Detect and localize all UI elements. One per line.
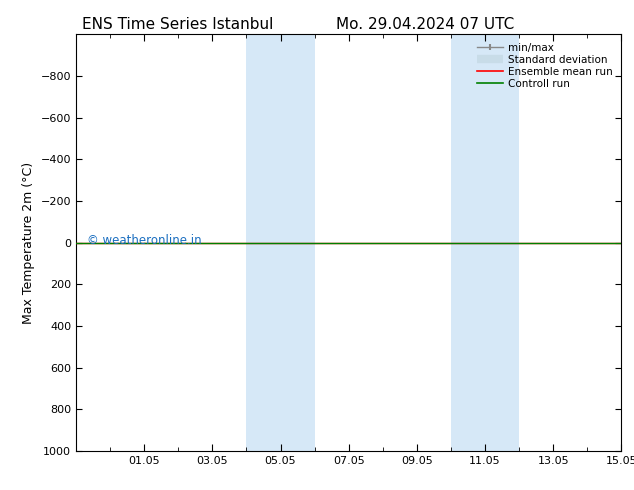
Bar bbox=[247, 34, 314, 451]
Bar bbox=[451, 34, 519, 451]
Y-axis label: Max Temperature 2m (°C): Max Temperature 2m (°C) bbox=[22, 162, 35, 323]
Text: ENS Time Series Istanbul: ENS Time Series Istanbul bbox=[82, 17, 273, 32]
Text: © weatheronline.in: © weatheronline.in bbox=[87, 234, 202, 247]
Legend: min/max, Standard deviation, Ensemble mean run, Controll run: min/max, Standard deviation, Ensemble me… bbox=[474, 40, 616, 92]
Text: Mo. 29.04.2024 07 UTC: Mo. 29.04.2024 07 UTC bbox=[335, 17, 514, 32]
